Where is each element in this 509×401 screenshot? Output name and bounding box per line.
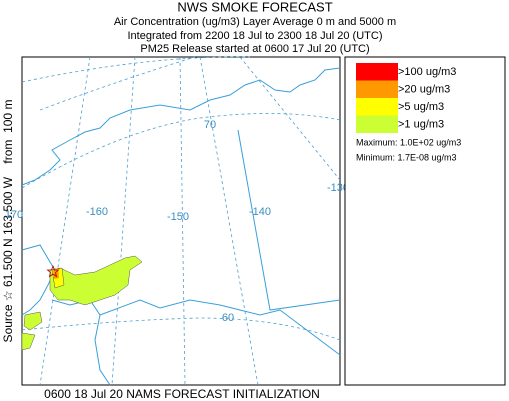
title: NWS SMOKE FORECAST [177,0,332,14]
source-label: Source ☆ 61.500 N 163.500 W from 100 m [1,100,15,343]
subtitle: Integrated from 2200 18 Jul to 2300 18 J… [128,30,383,42]
graticule [21,113,341,189]
smoke-plume [23,311,43,331]
graticule [21,56,251,83]
grid-label: -150 [167,211,189,223]
coastline [21,67,341,186]
grid-labels: 170 -160 -150 -140 -130 70 60 [5,119,349,324]
legend-label: >5 ug/m3 [398,101,444,113]
footer: 0600 18 Jul 20 NAMS FORECAST INITIALIZAT… [44,387,320,401]
graticule [199,56,259,386]
legend-minimum: Minimum: 1.7E-08 ug/m3 [356,152,457,162]
grid-label: 70 [204,119,216,131]
legend: >100 ug/m3 >20 ug/m3 >5 ug/m3 >1 ug/m3 Maxim… [344,56,506,386]
graticule [21,317,341,341]
smoke-plume [49,255,143,306]
graticule [239,56,341,181]
map: 170 -160 -150 -140 -130 70 60 [5,56,349,386]
legend-swatch [356,63,398,81]
graticule [111,56,136,386]
legend-label: >20 ug/m3 [398,83,450,95]
grid-label: 60 [222,312,234,324]
subtitle: PM25 Release started at 0600 17 Jul 20 (… [140,43,369,55]
graticule [179,56,186,386]
smoke-plume [21,332,36,351]
subtitle: Air Concentration (ug/m3) Layer Average … [114,16,396,28]
grid-label: -130 [327,182,349,194]
legend-label: >1 ug/m3 [398,118,444,130]
legend-swatch [356,80,398,98]
legend-swatch [356,98,398,116]
legend-maximum: Maximum: 1.0E+02 ug/m3 [356,137,461,147]
coastline [99,299,341,356]
grid-label: -160 [86,206,108,218]
grid-label: -140 [249,206,271,218]
grid-label: 170 [5,209,23,221]
graticule [39,56,91,386]
legend-swatch [356,115,398,133]
graticule [39,56,196,111]
legend-label: >100 ug/m3 [398,66,456,78]
border [237,129,341,311]
source-marker [46,264,60,278]
